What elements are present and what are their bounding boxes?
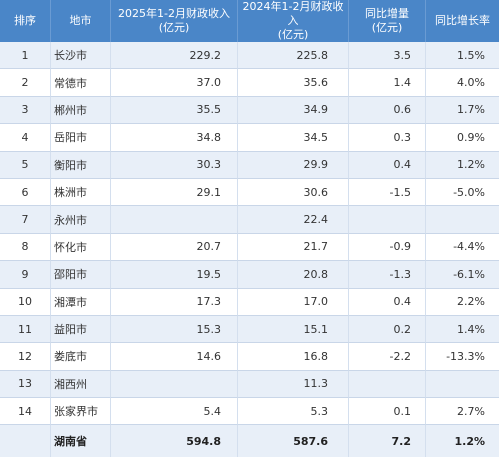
cell-revenue-2025: 15.3 [110,315,237,344]
cell-yoy-increase: -1.3 [348,261,425,289]
cell-revenue-2025: 20.7 [110,233,237,262]
cell-rank: 5 [0,151,50,179]
cell-rank: 12 [0,343,50,371]
cell-rank: 9 [0,261,50,289]
cell-yoy-increase [348,206,425,234]
cell-yoy-rate: 0.9% [425,124,499,152]
cell-revenue-2024: 35.6 [237,69,348,97]
cell-revenue-2024: 16.8 [237,343,348,371]
cell-city: 常德市 [50,69,110,97]
cell-revenue-2025: 34.8 [110,124,237,152]
cell-yoy-increase: 0.4 [348,151,425,179]
header-rank: 排序 [0,0,50,42]
cell-yoy-rate: -13.3% [425,343,499,371]
cell-yoy-increase: 0.4 [348,288,425,316]
cell-revenue-2024: 20.8 [237,261,348,289]
cell-revenue-2025: 35.5 [110,96,237,125]
cell-rank: 14 [0,398,50,426]
cell-city: 岳阳市 [50,124,110,152]
cell-yoy-rate: -5.0% [425,178,499,207]
cell-rank: 2 [0,69,50,97]
header-yoy-rate: 同比增长率 [425,0,499,42]
cell-revenue-2024: 29.9 [237,151,348,179]
cell-rank: 8 [0,233,50,262]
cell-rank: 3 [0,96,50,125]
cell-revenue-2024: 34.5 [237,124,348,152]
cell-city: 怀化市 [50,233,110,262]
cell-rank: 6 [0,178,50,207]
cell-rank: 7 [0,206,50,234]
cell-city: 邵阳市 [50,261,110,289]
cell-city: 湘潭市 [50,288,110,316]
header-yoy-increase: 同比增量 (亿元) [348,0,425,42]
cell-city: 张家界市 [50,398,110,426]
cell-revenue-2024: 21.7 [237,233,348,262]
cell-revenue-2024: 30.6 [237,178,348,207]
cell-yoy-rate: 2.2% [425,288,499,316]
total-cell-rank [0,425,50,457]
cell-yoy-rate: 1.5% [425,42,499,70]
cell-yoy-rate: -6.1% [425,261,499,289]
cell-yoy-increase: -0.9 [348,233,425,262]
cell-yoy-rate: 2.7% [425,398,499,426]
cell-revenue-2025 [110,370,237,399]
cell-city: 长沙市 [50,42,110,70]
cell-revenue-2025: 19.5 [110,261,237,289]
cell-revenue-2024: 5.3 [237,398,348,426]
cell-rank: 10 [0,288,50,316]
cell-revenue-2025: 229.2 [110,42,237,70]
cell-revenue-2025: 17.3 [110,288,237,316]
total-cell-revenue-2024: 587.6 [237,425,348,457]
cell-revenue-2024: 34.9 [237,96,348,125]
cell-revenue-2024: 22.4 [237,206,348,234]
cell-revenue-2024: 225.8 [237,42,348,70]
cell-yoy-increase: 0.3 [348,124,425,152]
cell-rank: 11 [0,315,50,344]
cell-city: 衡阳市 [50,151,110,179]
cell-city: 益阳市 [50,315,110,344]
cell-revenue-2025: 14.6 [110,343,237,371]
cell-yoy-rate: 1.7% [425,96,499,125]
cell-yoy-increase: 0.6 [348,96,425,125]
total-cell-yoy-rate: 1.2% [425,425,499,457]
cell-yoy-increase: 0.1 [348,398,425,426]
cell-revenue-2025 [110,206,237,234]
cell-city: 永州市 [50,206,110,234]
cell-city: 娄底市 [50,343,110,371]
cell-city: 株洲市 [50,178,110,207]
cell-rank: 13 [0,370,50,399]
total-cell-yoy-increase: 7.2 [348,425,425,457]
cell-revenue-2024: 17.0 [237,288,348,316]
header-revenue-2025: 2025年1-2月财政收入 (亿元) [110,0,237,42]
cell-city: 郴州市 [50,96,110,125]
cell-yoy-rate: 1.2% [425,151,499,179]
cell-yoy-rate: -4.4% [425,233,499,262]
header-city: 地市 [50,0,110,42]
cell-yoy-rate: 1.4% [425,315,499,344]
cell-yoy-increase [348,370,425,399]
cell-yoy-rate [425,206,499,234]
cell-yoy-increase: 0.2 [348,315,425,344]
cell-rank: 1 [0,42,50,70]
cell-yoy-increase: -2.2 [348,343,425,371]
cell-revenue-2024: 15.1 [237,315,348,344]
cell-revenue-2025: 37.0 [110,69,237,97]
cell-yoy-rate [425,370,499,399]
cell-revenue-2025: 29.1 [110,178,237,207]
cell-revenue-2024: 11.3 [237,370,348,399]
cell-yoy-increase: -1.5 [348,178,425,207]
cell-yoy-rate: 4.0% [425,69,499,97]
header-revenue-2024: 2024年1-2月财政收入 (亿元) [237,0,348,42]
cell-rank: 4 [0,124,50,152]
cell-yoy-increase: 3.5 [348,42,425,70]
total-cell-city: 湖南省 [50,425,110,457]
total-cell-revenue-2025: 594.8 [110,425,237,457]
cell-city: 湘西州 [50,370,110,399]
cell-yoy-increase: 1.4 [348,69,425,97]
cell-revenue-2025: 5.4 [110,398,237,426]
cell-revenue-2025: 30.3 [110,151,237,179]
